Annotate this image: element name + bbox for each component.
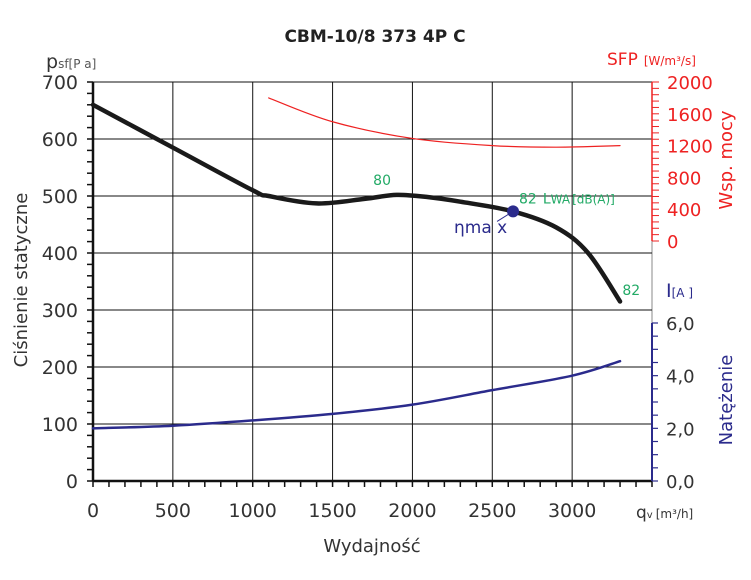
axes: 0 100 200 300 400 500 600 700 0 500 1000 1500 2000 25… (42, 72, 713, 522)
x-tick-label: 3000 (548, 500, 596, 522)
sfp-tick-label: 2000 (667, 73, 713, 94)
x-tick-label: 2000 (388, 500, 436, 522)
pressure-curve (90, 102, 623, 304)
current-curve (91, 359, 622, 430)
pressure-tick-label: 700 (42, 72, 78, 94)
current-tick-label: 6,0 (666, 314, 695, 335)
sfp-tick-label: 400 (667, 200, 701, 221)
pressure-tick-label: 100 (42, 414, 78, 436)
noise-label-80: 80 (373, 173, 391, 189)
labels: psf[P a] Ciśnienie statyczne SFP [W/m³/s] Ws… (11, 50, 737, 557)
pressure-tick-label: 200 (42, 357, 78, 379)
noise-label-82-lwa: 82 LWA [dB(A)] (519, 191, 615, 207)
pressure-axis-title: Ciśnienie statyczne (11, 193, 32, 368)
noise-label-82: 82 (622, 283, 640, 299)
sfp-tick-label: 1600 (667, 105, 713, 126)
x-tick-label: 1000 (229, 500, 277, 522)
sfp-tick-label: 0 (667, 232, 678, 253)
pressure-unit-label: psf[P a] (46, 51, 96, 73)
pressure-tick-label: 600 (42, 129, 78, 151)
sfp-tick-label: 1200 (667, 137, 713, 158)
x-tick-label: 500 (155, 500, 191, 522)
x-tick-label: 0 (87, 500, 99, 522)
sfp-tick-label: 800 (667, 168, 701, 189)
eta-max-point (507, 205, 520, 218)
x-tick-label: 1500 (308, 500, 356, 522)
pressure-tick-label: 300 (42, 300, 78, 322)
chart-title: CBM-10/8 373 4P C (284, 27, 465, 47)
x-tick-label: 2500 (468, 500, 516, 522)
pressure-tick-label: 400 (42, 243, 78, 265)
eta-max-label: ηma x (454, 218, 507, 238)
current-tick-label: 2,0 (666, 419, 695, 440)
x-unit-label: qv [m³/h] (636, 503, 693, 523)
current-tick-label: 0,0 (666, 472, 695, 493)
sfp-curve (268, 97, 621, 148)
pressure-tick-label: 500 (42, 186, 78, 208)
sfp-axis-title: Wsp. mocy (716, 110, 737, 209)
pressure-tick-label: 0 (66, 471, 78, 493)
grid (92, 81, 653, 482)
current-unit-label: I[A ] (666, 280, 693, 302)
series (90, 97, 623, 430)
x-axis-title: Wydajność (323, 536, 420, 557)
current-tick-label: 4,0 (666, 367, 695, 388)
sfp-unit-label: SFP [W/m³/s] (607, 50, 696, 70)
current-axis-title: Natężenie (716, 355, 737, 446)
